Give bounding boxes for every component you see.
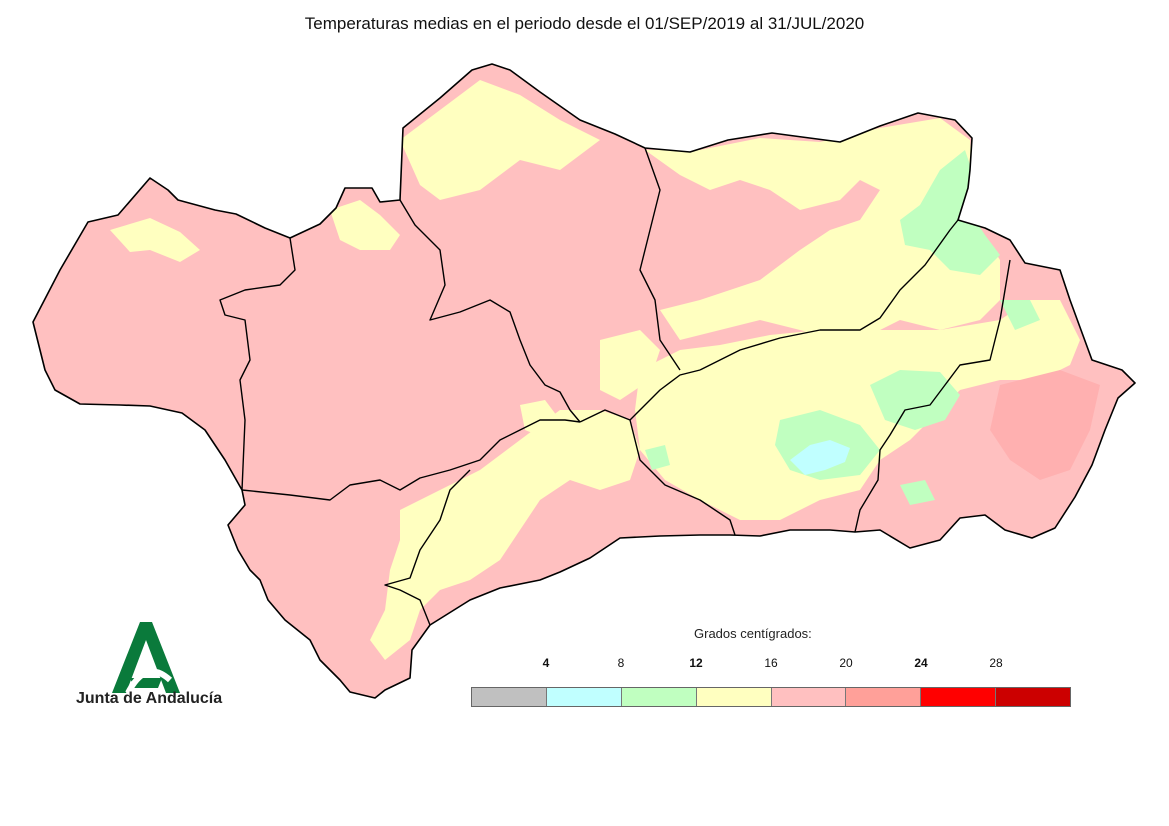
legend-tick-label: 4 [542,656,550,670]
junta-logo-icon [112,622,180,695]
legend-swatch-2 [621,688,697,706]
legend-swatch-6 [921,688,997,706]
legend-swatch-1 [546,688,622,706]
legend-tick-label: 28 [989,656,1003,670]
legend-color-bar [471,687,1071,707]
legend-tick-label: 12 [689,656,703,670]
legend-swatch-5 [846,688,922,706]
legend-title: Grados centígrados: [694,626,812,641]
legend-swatch-0 [472,688,547,706]
legend-swatch-3 [696,688,772,706]
junta-logo-text: Junta de Andalucía [76,690,223,707]
map-title: Temperaturas medias en el periodo desde … [304,14,865,33]
legend-swatch-7 [996,688,1070,706]
legend-tick-label: 24 [914,656,928,670]
legend-swatch-4 [771,688,847,706]
legend-tick-label: 8 [617,656,625,670]
legend-tick-label: 16 [764,656,778,670]
legend-tick-label: 20 [839,656,853,670]
